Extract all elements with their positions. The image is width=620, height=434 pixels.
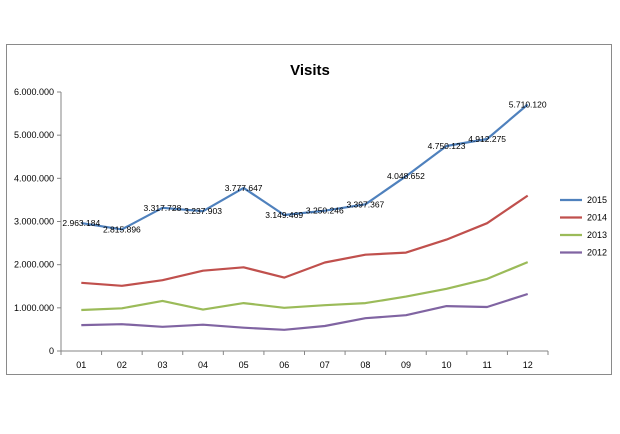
x-tick-label: 02 — [117, 360, 127, 370]
data-label: 5.710.120 — [509, 100, 547, 110]
x-tick-label: 06 — [279, 360, 289, 370]
y-tick-label: 1.000.000 — [14, 303, 54, 313]
data-label: 3.250.246 — [306, 206, 344, 216]
y-tick-label: 2.000.000 — [14, 260, 54, 270]
legend-label: 2013 — [587, 230, 607, 240]
series-line-2013 — [81, 261, 529, 312]
y-tick-label: 4.000.000 — [14, 173, 54, 183]
x-tick-label: 09 — [401, 360, 411, 370]
data-label: 4.048.652 — [387, 171, 425, 181]
data-label: 4.912.275 — [468, 134, 506, 144]
data-label: 3.237.903 — [184, 206, 222, 216]
x-tick-label: 12 — [523, 360, 533, 370]
data-label: 3.397.367 — [346, 199, 384, 209]
series-line-2015 — [81, 103, 529, 231]
y-tick-label: 0 — [49, 346, 54, 356]
x-tick-label: 07 — [320, 360, 330, 370]
x-tick-label: 01 — [76, 360, 86, 370]
x-tick-label: 03 — [157, 360, 167, 370]
legend-label: 2015 — [587, 195, 607, 205]
x-tick-label: 04 — [198, 360, 208, 370]
y-tick-label: 3.000.000 — [14, 217, 54, 227]
data-label: 4.750.123 — [428, 141, 466, 151]
y-tick-label: 6.000.000 — [14, 87, 54, 97]
series-line-2012 — [81, 292, 529, 331]
x-tick-label: 08 — [360, 360, 370, 370]
legend-label: 2012 — [587, 248, 607, 258]
data-label: 3.317.728 — [144, 203, 182, 213]
data-label: 3.149.469 — [265, 210, 303, 220]
data-label: 2.963.184 — [62, 218, 100, 228]
y-tick-label: 5.000.000 — [14, 130, 54, 140]
series-line-2014 — [81, 194, 529, 287]
legend-label: 2014 — [587, 213, 607, 223]
x-tick-label: 11 — [482, 360, 491, 370]
x-tick-label: 05 — [239, 360, 249, 370]
data-label: 3.777.647 — [225, 183, 263, 193]
chart-area — [6, 44, 612, 375]
x-tick-label: 10 — [442, 360, 452, 370]
data-label: 2.815.896 — [103, 224, 141, 234]
chart-title: Visits — [290, 62, 330, 79]
